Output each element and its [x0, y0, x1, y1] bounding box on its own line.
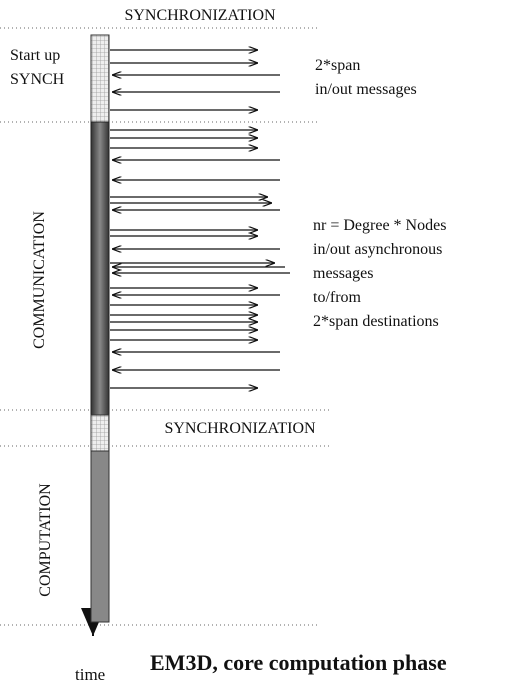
communication-segment: [90, 121, 110, 416]
sync-label: SYNCHRONIZATION: [124, 7, 276, 24]
startup-segment: [90, 34, 110, 123]
note: nr = Degree * Nodes: [313, 217, 446, 234]
startup-label: SYNCH: [10, 71, 65, 88]
note: in/out messages: [315, 81, 417, 98]
communication-label: COMMUNICATION: [31, 211, 48, 349]
note: 2*span: [315, 57, 360, 74]
sync-segment: [90, 414, 110, 452]
startup-label: Start up: [10, 47, 60, 64]
note: 2*span destinations: [313, 313, 439, 330]
message-arrows: [110, 50, 290, 388]
sync-label: SYNCHRONIZATION: [164, 420, 316, 437]
note: in/out asynchronous: [313, 241, 442, 258]
note: messages: [313, 265, 373, 282]
time-label: time: [75, 665, 105, 684]
note: to/from: [313, 289, 362, 306]
title: EM3D, core computation phase: [150, 650, 447, 675]
dotted-lines: [0, 27, 330, 626]
computation-segment: [90, 450, 110, 623]
computation-label: COMPUTATION: [37, 483, 54, 597]
